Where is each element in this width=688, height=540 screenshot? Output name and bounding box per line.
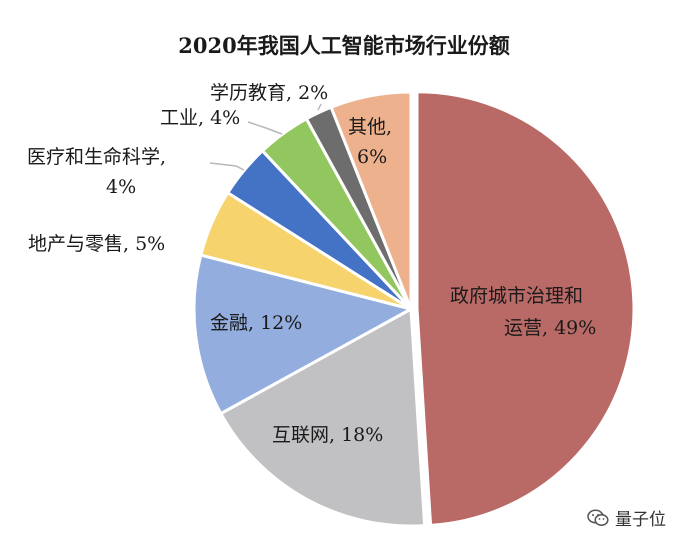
label-education: 学历教育, 2% xyxy=(210,82,328,104)
label-government-value: 运营, 49% xyxy=(504,317,596,339)
wechat-icon xyxy=(587,509,609,526)
pie-slice-internet xyxy=(218,306,427,528)
label-government: 政府城市治理和 xyxy=(450,285,583,307)
label-medical-value: 4% xyxy=(106,176,136,198)
label-realestate: 地产与零售, 5% xyxy=(28,233,165,255)
leader-line-medical xyxy=(209,162,245,171)
label-other-value: 6% xyxy=(357,146,387,168)
leader-line-education xyxy=(317,103,322,111)
label-industry: 工业, 4% xyxy=(160,107,240,129)
label-medical: 医疗和生命科学, xyxy=(27,146,166,168)
label-other: 其他, xyxy=(348,116,392,138)
label-finance: 金融, 12% xyxy=(210,312,302,334)
chart-title: 2020年我国人工智能市场行业份额 xyxy=(178,33,510,58)
leader-line-industry xyxy=(247,121,283,135)
watermark-text: 量子位 xyxy=(615,510,666,530)
label-internet: 互联网, 18% xyxy=(272,424,383,446)
watermark: 量子位 xyxy=(587,505,666,530)
pie-slice-finance xyxy=(192,253,416,416)
pie-slice-government xyxy=(415,90,636,527)
pie-slice-other xyxy=(329,90,413,310)
